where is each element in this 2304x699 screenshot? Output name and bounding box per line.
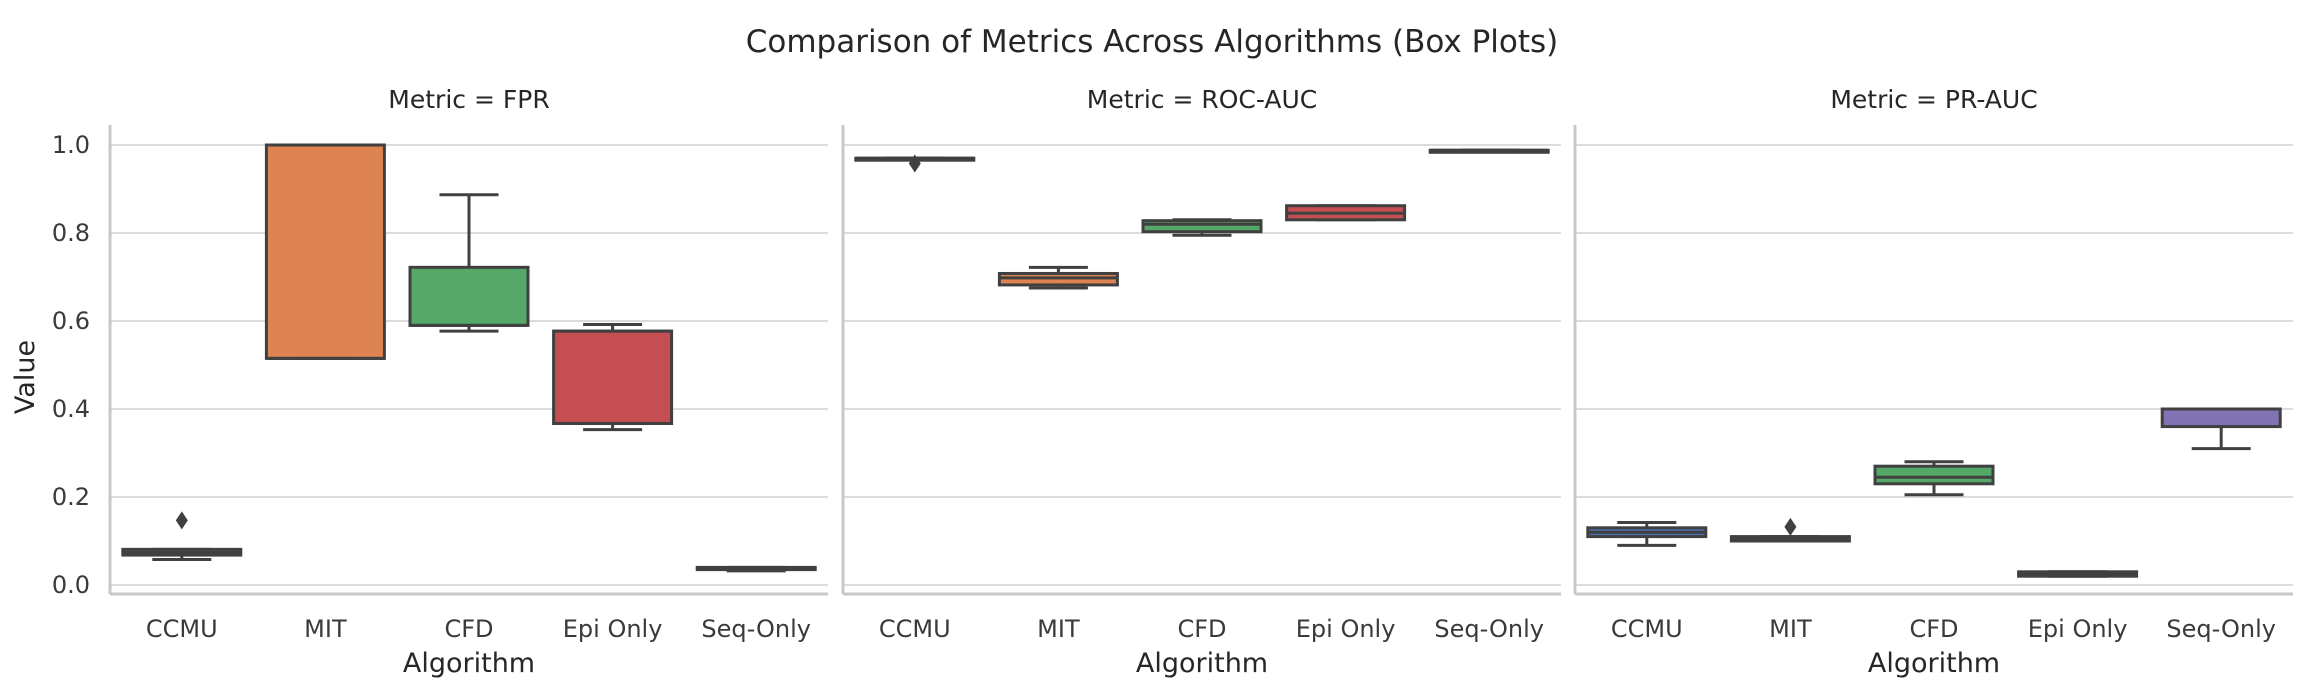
box-mit bbox=[1729, 517, 1851, 543]
x-tick-label: MIT bbox=[1037, 615, 1080, 643]
box-ccmu bbox=[121, 511, 243, 561]
x-tick-label: CFD bbox=[1177, 615, 1226, 643]
box-body bbox=[552, 329, 674, 426]
y-tick-label: 0.2 bbox=[52, 483, 90, 511]
panel-title: Metric = FPR bbox=[388, 85, 549, 114]
y-tick-label: 0.0 bbox=[52, 571, 90, 599]
x-tick-label: MIT bbox=[304, 615, 347, 643]
x-tick-label: CFD bbox=[1909, 615, 1958, 643]
x-tick-label: Seq-Only bbox=[1434, 615, 1544, 643]
x-tick-label: CCMU bbox=[879, 615, 951, 643]
x-axis-label: Algorithm bbox=[1136, 648, 1268, 679]
box-epi-only bbox=[2017, 570, 2139, 578]
box-epi-only bbox=[552, 323, 674, 432]
x-axis-label: Algorithm bbox=[1868, 648, 2000, 679]
panel-3: Metric = PR-AUC CCMU MIT CFD Epi Only Seq-Onl… bbox=[1573, 85, 2293, 679]
box-mit bbox=[264, 143, 386, 360]
box-body bbox=[264, 143, 386, 360]
panel-title: Metric = ROC-AUC bbox=[1087, 85, 1317, 114]
x-tick-label: Seq-Only bbox=[701, 615, 811, 643]
box-cfd bbox=[408, 193, 530, 333]
outlier-point bbox=[908, 154, 921, 173]
box-ccmu bbox=[1586, 521, 1708, 547]
box-cfd bbox=[1141, 218, 1263, 237]
x-tick-label: MIT bbox=[1769, 615, 1812, 643]
panel-2: Metric = ROC-AUC CCMU MIT CFD Epi Only Seq-On… bbox=[841, 85, 1561, 679]
y-axis-label: Value bbox=[10, 340, 41, 414]
outlier-point bbox=[1784, 517, 1797, 536]
x-tick-label: Epi Only bbox=[563, 615, 663, 643]
box-mit bbox=[997, 265, 1119, 290]
x-tick-label: Epi Only bbox=[1296, 615, 1396, 643]
y-tick-label: 0.8 bbox=[52, 219, 90, 247]
x-tick-label: CFD bbox=[444, 615, 493, 643]
box-body bbox=[2160, 407, 2282, 429]
x-tick-label: CCMU bbox=[146, 615, 218, 643]
box-seq-only bbox=[695, 565, 817, 573]
box-body bbox=[1873, 464, 1995, 486]
x-axis-label: Algorithm bbox=[403, 648, 535, 679]
box-body bbox=[1141, 219, 1263, 234]
x-tick-label: CCMU bbox=[1611, 615, 1683, 643]
x-tick-label: Epi Only bbox=[2028, 615, 2128, 643]
panel-title: Metric = PR-AUC bbox=[1830, 85, 2037, 114]
y-tick-label: 1.0 bbox=[52, 131, 90, 159]
box-seq-only bbox=[1428, 148, 1550, 154]
x-tick-label: Seq-Only bbox=[2166, 615, 2276, 643]
box-ccmu bbox=[854, 154, 976, 173]
box-seq-only bbox=[2160, 407, 2282, 451]
panels: 0.0 0.2 0.4 0.6 0.8 1.0 Metric = FPR CCMU MIT CFD… bbox=[52, 85, 2293, 679]
box-epi-only bbox=[1285, 204, 1407, 222]
y-tick-label: 0.4 bbox=[52, 395, 90, 423]
outlier-point bbox=[175, 511, 188, 530]
box-body bbox=[408, 265, 530, 327]
panel-1: 0.0 0.2 0.4 0.6 0.8 1.0 Metric = FPR CCMU MIT CFD… bbox=[52, 85, 828, 679]
y-tick-label: 0.6 bbox=[52, 307, 90, 335]
figure-title: Comparison of Metrics Across Algorithms … bbox=[746, 24, 1559, 60]
box-cfd bbox=[1873, 460, 1995, 497]
